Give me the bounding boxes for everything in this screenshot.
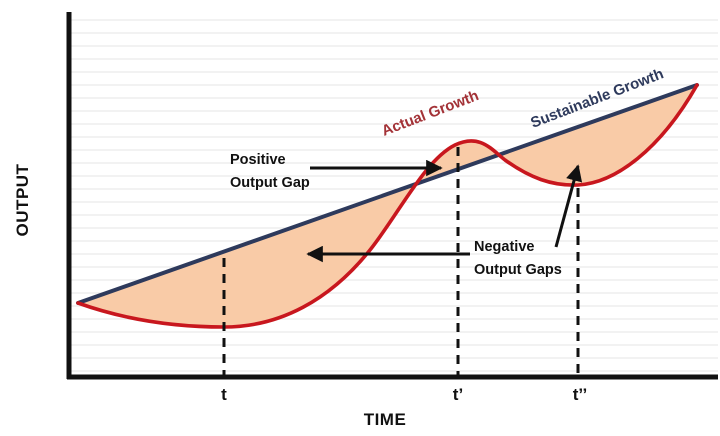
x-tick-label-t-prime: t’ — [453, 385, 463, 404]
negative-output-gaps-label-line2: Output Gaps — [474, 262, 562, 278]
output-gap-fill — [78, 85, 697, 327]
negative-output-gaps-label-line1: Negative — [474, 239, 534, 255]
tick-marker-lines — [222, 147, 580, 378]
positive-output-gap-label-line2: Output Gap — [230, 175, 310, 191]
negative-output-gap-arrow-up — [554, 164, 583, 248]
x-axis-title: TIME — [364, 410, 407, 429]
x-tick-label-t-double-prime: t’’ — [573, 385, 587, 404]
y-axis-title: OUTPUT — [13, 163, 32, 236]
sustainable-growth-line — [76, 83, 699, 305]
x-tick-label-t: t — [221, 385, 227, 404]
positive-output-gap-label-line1: Positive — [230, 152, 286, 168]
